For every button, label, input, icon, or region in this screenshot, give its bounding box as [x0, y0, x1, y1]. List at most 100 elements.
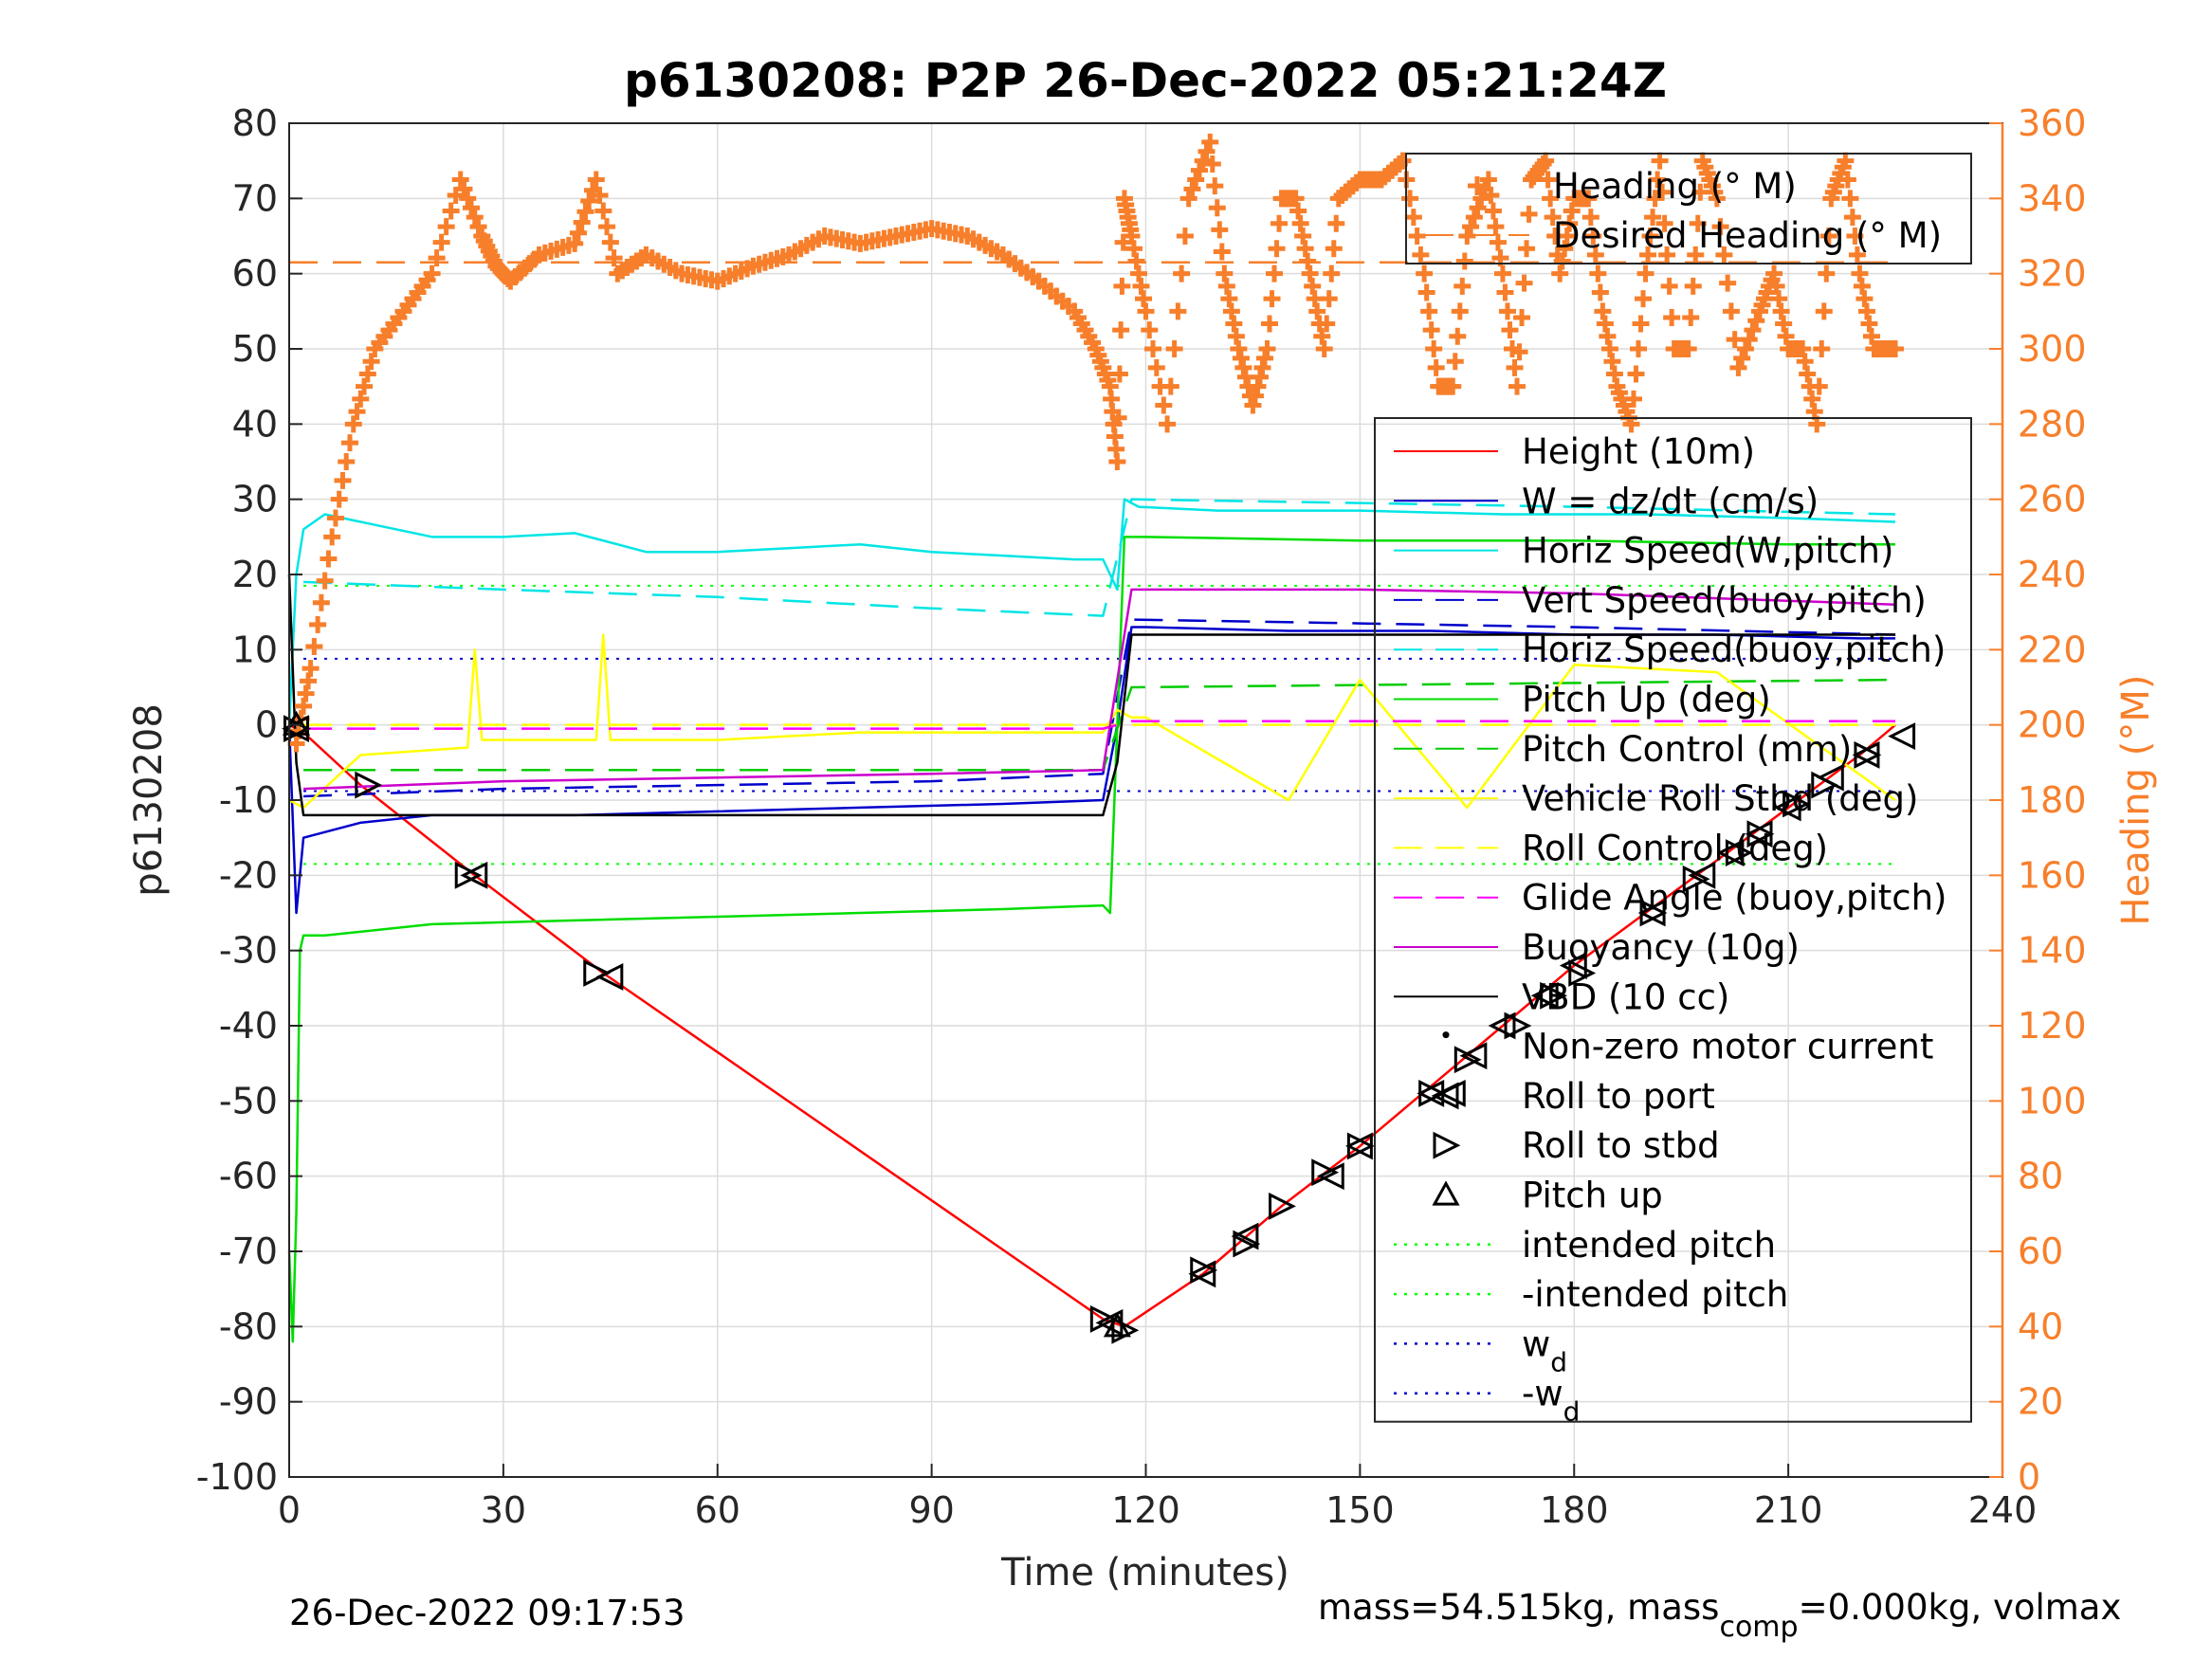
roll-to-stbd-marker: [1682, 865, 1710, 893]
heading-point: [1635, 290, 1653, 308]
heading-point: [1301, 264, 1319, 283]
heading-point: [1246, 387, 1264, 405]
heading-point: [1803, 390, 1821, 408]
heading-point: [1323, 264, 1341, 283]
roll-to-stbd-marker: [1854, 740, 1882, 769]
heading-point: [1211, 221, 1229, 239]
heading-point: [1161, 377, 1179, 395]
chart-title: p6130208: P2P 26-Dec-2022 05:21:24Z: [624, 53, 1667, 108]
heading-point: [1794, 340, 1812, 357]
heading-point: [1129, 264, 1147, 283]
heading-point: [1251, 368, 1269, 386]
y2-tick-label: 240: [2018, 554, 2087, 595]
heading-point: [1846, 228, 1864, 245]
heading-point: [1479, 171, 1497, 189]
heading-point: [437, 218, 455, 236]
heading-point: [1810, 377, 1828, 395]
heading-point: [1518, 240, 1536, 258]
heading-point: [1113, 277, 1131, 295]
y-tick-label: 30: [232, 479, 278, 520]
y-axis-label: p6130208: [127, 703, 171, 897]
heading-point: [1689, 214, 1707, 232]
x-axis-label: Time (minutes): [1000, 1551, 1289, 1595]
heading-point: [1679, 340, 1697, 357]
pitch-up-marker: [1103, 1312, 1131, 1338]
heading-point: [1144, 340, 1162, 357]
heading-point: [1201, 133, 1219, 151]
heading-point: [1318, 315, 1336, 333]
footer-mass-sub: comp: [1719, 1611, 1798, 1644]
heading-point: [1649, 171, 1667, 189]
heading-point: [459, 190, 477, 208]
heading-point: [1639, 246, 1657, 264]
heading-point: [1294, 228, 1312, 245]
heading-point: [1563, 202, 1581, 220]
heading-point: [1544, 209, 1562, 227]
roll-to-stbd-marker: [1418, 1079, 1447, 1107]
roll-to-stbd-marker: [1725, 839, 1753, 866]
heading-point: [1736, 340, 1754, 357]
heading-point: [1394, 152, 1412, 170]
x-tick-label: 180: [1540, 1489, 1609, 1531]
heading-point: [1799, 365, 1817, 383]
heading-point: [1108, 453, 1126, 470]
y2-tick-label: 120: [2018, 1005, 2087, 1047]
footer-timestamp: 26-Dec-2022 09:17:53: [289, 1593, 685, 1633]
legend-label: Vert Speed(buoy,pitch): [1522, 580, 1927, 621]
heading-point: [1427, 358, 1445, 376]
heading-point: [1401, 190, 1419, 208]
heading-point: [1141, 321, 1159, 339]
y2-tick-label: 200: [2018, 704, 2087, 746]
heading-point: [1641, 228, 1659, 245]
roll-to-stbd-marker: [1190, 1256, 1218, 1285]
heading-point: [1498, 302, 1516, 320]
legend-label: Buoyancy (10g): [1522, 927, 1800, 968]
heading-point: [1813, 340, 1831, 357]
legend-main: Height (10m) W = dz/dt (cm/s) Horiz Speed(…: [1374, 417, 1972, 1428]
heading-point: [1123, 228, 1141, 245]
heading-point: [1599, 327, 1617, 345]
heading-point: [1489, 233, 1507, 251]
heading-point: [1838, 171, 1856, 189]
heading-point: [305, 638, 323, 656]
y-tick-label: -30: [219, 930, 278, 972]
heading-point: [1770, 290, 1788, 308]
heading-point: [1449, 327, 1467, 345]
roll-to-stbd-marker: [1639, 899, 1668, 927]
heading-point: [1416, 264, 1434, 283]
heading-point: [1682, 308, 1700, 326]
heading-point: [1513, 308, 1531, 326]
heading-point: [469, 218, 487, 236]
heading-point: [1455, 252, 1473, 270]
heading-point: [302, 660, 320, 678]
y2-tick-label: 140: [2018, 930, 2087, 972]
heading-point: [1137, 302, 1155, 320]
heading-point: [1600, 340, 1618, 357]
heading-point: [1289, 202, 1307, 220]
heading-point: [1462, 218, 1480, 236]
legend-label: Pitch up: [1522, 1176, 1663, 1216]
heading-point: [455, 180, 473, 198]
heading-point: [1837, 152, 1855, 170]
heading-point: [1556, 240, 1574, 258]
heading-point: [1109, 409, 1127, 427]
heading-point: [1651, 152, 1669, 170]
legend-label: Horiz Speed(buoy,pitch): [1522, 629, 1946, 670]
legend-label: VBD (10 cc): [1522, 976, 1729, 1017]
heading-point: [1581, 209, 1600, 227]
y2-tick-label: 180: [2018, 779, 2087, 821]
y-tick-label: -70: [219, 1231, 278, 1272]
heading-point: [1684, 277, 1702, 295]
y-tick-label: -80: [219, 1305, 278, 1347]
heading-point: [1520, 205, 1538, 223]
heading-point: [1772, 302, 1790, 320]
heading-point: [1733, 349, 1751, 367]
heading-point: [1596, 315, 1614, 333]
heading-point: [1719, 274, 1737, 292]
heading-point: [1860, 315, 1878, 333]
heading-point: [1636, 264, 1654, 283]
heading-point: [1203, 155, 1221, 173]
heading-point: [1722, 302, 1740, 320]
y-tick-label: 80: [232, 102, 278, 144]
x-tick-label: 90: [908, 1489, 954, 1531]
